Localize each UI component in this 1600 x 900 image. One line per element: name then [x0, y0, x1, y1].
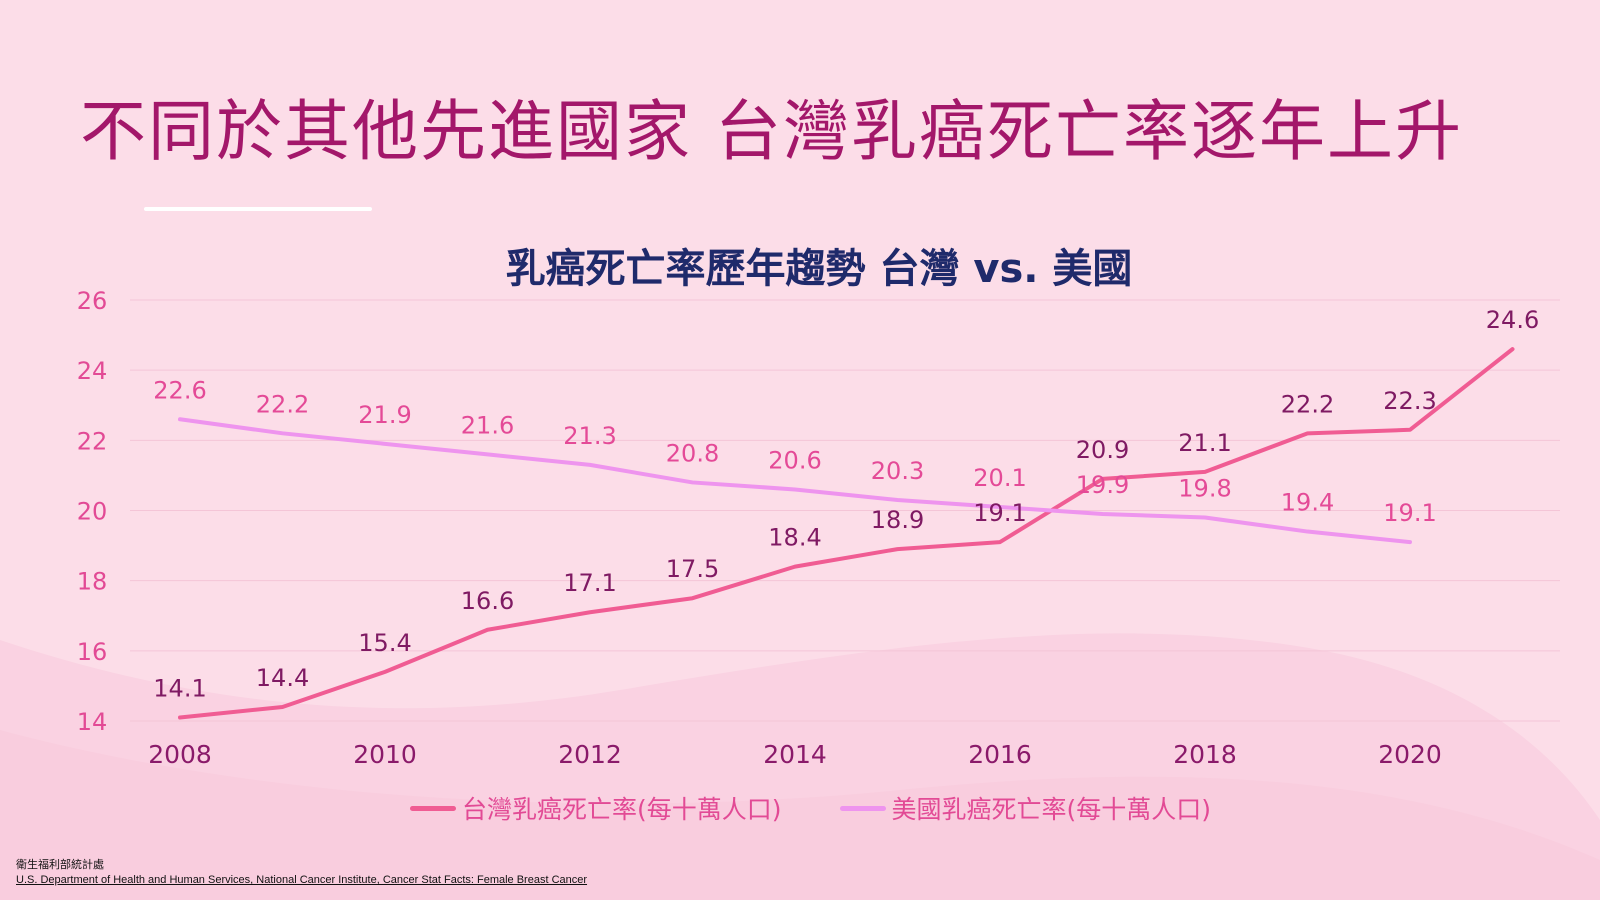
slide-title: 不同於其他先進國家 台灣乳癌死亡率逐年上升 — [80, 93, 1463, 170]
data-label-taiwan: 20.9 — [1076, 436, 1129, 464]
data-label-taiwan: 21.1 — [1178, 429, 1231, 457]
data-label-taiwan: 17.1 — [563, 569, 616, 597]
x-tick-label: 2020 — [1378, 740, 1442, 769]
x-tick-label: 2018 — [1173, 740, 1237, 769]
y-tick-label: 22 — [77, 427, 108, 455]
data-label-us: 19.4 — [1281, 489, 1334, 517]
data-label-us: 20.8 — [666, 439, 719, 467]
data-label-us: 21.3 — [563, 422, 616, 450]
data-label-us: 22.2 — [256, 390, 309, 418]
series-line-us — [178, 417, 1412, 545]
data-label-taiwan: 14.1 — [153, 674, 206, 702]
title-underline — [144, 207, 372, 211]
x-tick-label: 2014 — [763, 740, 827, 769]
data-label-taiwan: 22.2 — [1281, 390, 1334, 418]
data-label-us: 20.1 — [973, 464, 1026, 492]
data-label-taiwan: 22.3 — [1383, 387, 1436, 415]
chart-title: 乳癌死亡率歷年趨勢 台灣 vs. 美國 — [505, 246, 1133, 292]
data-label-us: 21.9 — [358, 401, 411, 429]
legend-item-taiwan: 台灣乳癌死亡率(每十萬人口) — [410, 790, 782, 826]
data-label-us: 19.9 — [1076, 471, 1129, 499]
y-tick-label: 14 — [77, 708, 108, 736]
x-tick-label: 2008 — [148, 740, 212, 769]
data-label-taiwan: 14.4 — [256, 664, 309, 692]
x-tick-label: 2012 — [558, 740, 622, 769]
legend-item-us: 美國乳癌死亡率(每十萬人口) — [839, 790, 1212, 826]
source-note: 衛生福利部統計處 U.S. Department of Health and H… — [16, 858, 587, 888]
data-label-us: 20.6 — [768, 446, 821, 474]
data-label-taiwan: 16.6 — [461, 587, 514, 615]
data-label-taiwan: 19.1 — [973, 499, 1026, 527]
legend-swatch-taiwan — [410, 805, 456, 811]
data-label-us: 20.3 — [871, 457, 924, 485]
y-tick-label: 24 — [77, 357, 108, 385]
legend-swatch-us — [839, 805, 886, 811]
y-tick-label: 16 — [77, 638, 108, 666]
y-tick-label: 18 — [77, 568, 108, 596]
data-label-taiwan: 18.9 — [871, 506, 924, 534]
data-label-taiwan: 17.5 — [666, 555, 719, 583]
x-tick-label: 2016 — [968, 740, 1032, 769]
data-label-us: 22.6 — [153, 376, 206, 404]
legend-label-us: 美國乳癌死亡率(每十萬人口) — [891, 795, 1212, 824]
data-label-taiwan: 18.4 — [768, 524, 821, 552]
x-tick-label: 2010 — [353, 740, 417, 769]
source-line-taiwan: 衛生福利部統計處 — [16, 859, 104, 871]
y-tick-label: 20 — [77, 498, 108, 526]
series-line-taiwan — [178, 347, 1515, 720]
data-label-taiwan: 15.4 — [358, 629, 411, 657]
data-label-us: 19.1 — [1383, 499, 1436, 527]
legend-label-taiwan: 台灣乳癌死亡率(每十萬人口) — [462, 795, 782, 824]
data-label-us: 21.6 — [461, 411, 514, 439]
data-label-taiwan: 24.6 — [1486, 306, 1539, 334]
data-label-us: 19.8 — [1178, 475, 1231, 503]
y-tick-label: 26 — [77, 287, 108, 315]
source-link-us[interactable]: U.S. Department of Health and Human Serv… — [16, 874, 588, 886]
chart-legend: 台灣乳癌死亡率(每十萬人口) 美國乳癌死亡率(每十萬人口) — [410, 790, 1211, 826]
